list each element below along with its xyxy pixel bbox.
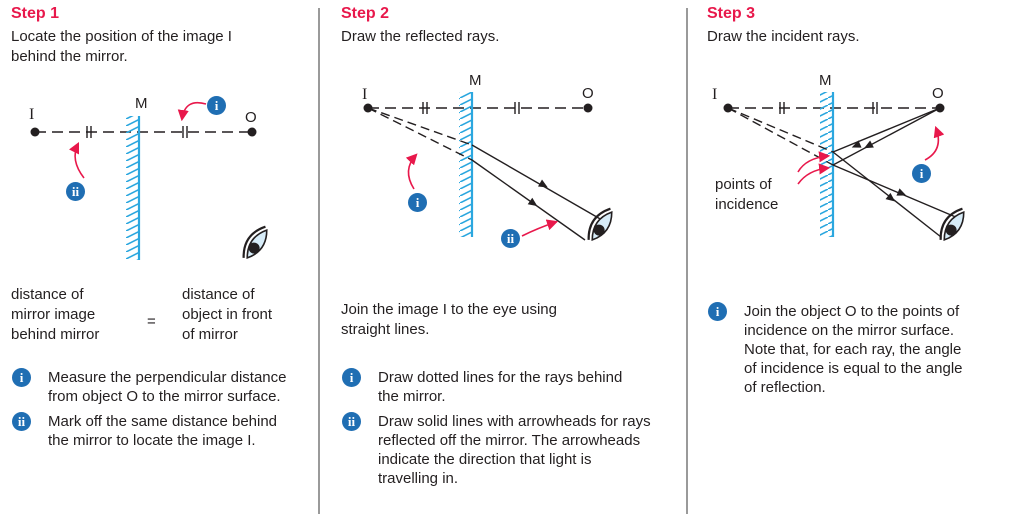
step-3-label-o: O: [932, 85, 944, 102]
step-1-title: Step 1: [11, 5, 60, 22]
step-2-eye-icon: [587, 207, 613, 242]
step-1-panel: Step 1 Locate the position of the image …: [0, 0, 318, 519]
bullet-text: Measure the perpendicular distance from …: [48, 369, 287, 405]
step-2-arrow-i: [405, 153, 418, 190]
divider-1: [318, 8, 320, 514]
step-1-eye-icon: [242, 225, 268, 260]
step-2-title: Step 2: [341, 5, 390, 22]
step-1-equal-marks: [86, 126, 188, 138]
step-1-subtitle: Locate the position of the image I behin…: [11, 28, 232, 65]
step-3-reflected-rays: [832, 151, 959, 238]
bullet-text: Draw dotted lines for the rays behind th…: [378, 369, 623, 405]
step-3-virtual-rays: [727, 107, 834, 166]
step-3-label-i: I: [712, 86, 718, 103]
step-1-image-point: [30, 127, 40, 137]
step-3-arrow-points: [797, 163, 831, 185]
bullet-badge-i: i: [342, 368, 361, 387]
points-of-incidence-label: points of incidence: [715, 176, 779, 213]
bullet-badge-i: i: [12, 368, 31, 387]
step-2-subtitle: Draw the reflected rays.: [341, 28, 500, 45]
step-1-mirror: [126, 116, 141, 260]
bullet-badge-ii: ii: [342, 412, 361, 431]
bullet-text: Join the object O to the points of incid…: [744, 303, 963, 396]
step-2-description: Join the image I to the eye using straig…: [341, 301, 557, 338]
divider-2: [686, 8, 688, 514]
formula-right: distance of object in front of mirror: [182, 286, 273, 343]
step-1-label-m: M: [135, 95, 148, 112]
step-2-mirror: [459, 92, 474, 237]
bullet-text: Draw solid lines with arrowheads for ray…: [378, 413, 651, 487]
step-1-diagram: [30, 101, 268, 260]
bullet-badge-i: i: [708, 302, 727, 321]
step-1-arrow-ii: [68, 141, 85, 179]
step-2-object-point: [583, 103, 593, 113]
step-1-label-i: I: [29, 106, 35, 123]
bullet-badge-ii: ii: [12, 412, 31, 431]
formula-left: distance of mirror image behind mirror: [11, 286, 100, 343]
step-2-ray-arrowheads: [527, 179, 548, 207]
step-2-arrow-ii: [521, 219, 559, 237]
step-2-virtual-rays: [367, 107, 473, 161]
bullet-text: Mark off the same distance behind the mi…: [48, 413, 278, 449]
step-3-eye-icon: [939, 207, 965, 242]
step-3-arrow-points-2: [797, 151, 831, 173]
step-3-subtitle: Draw the incident rays.: [707, 28, 860, 45]
step-2-label-m: M: [469, 72, 482, 89]
step-3-panel: Step 3 Draw the incident rays.: [688, 0, 1013, 519]
step-2-diagram: [363, 92, 613, 242]
step-3-badge-i: i: [912, 164, 931, 183]
step-3-incident-rays: [832, 107, 941, 166]
step-1-object-point: [247, 127, 257, 137]
step-2-image-point: [363, 103, 373, 113]
step-1-badge-ii: ii: [66, 182, 85, 201]
step-2-label-o: O: [582, 85, 594, 102]
step-2-label-i: I: [362, 86, 368, 103]
step-3-diagram: [723, 92, 965, 242]
step-3-arrow-i: [924, 125, 945, 161]
step-3-equal-marks: [779, 102, 878, 114]
formula-equals: =: [147, 313, 156, 330]
step-1-label-o: O: [245, 109, 257, 126]
step-3-ray-arrowheads: [851, 140, 907, 202]
step-2-panel: Step 2 Draw the reflected rays.: [320, 0, 686, 519]
step-2-reflected-rays: [471, 144, 603, 241]
step-3-title: Step 3: [707, 5, 756, 22]
step-2-badge-i: i: [408, 193, 427, 212]
step-3-label-m: M: [819, 72, 832, 89]
step-3-image-point: [723, 103, 733, 113]
step-2-badge-ii: ii: [501, 229, 520, 248]
step-3-object-point: [935, 103, 945, 113]
step-1-badge-i: i: [207, 96, 226, 115]
step-2-equal-marks: [422, 102, 520, 114]
step-1-arrow-i: [177, 101, 207, 122]
